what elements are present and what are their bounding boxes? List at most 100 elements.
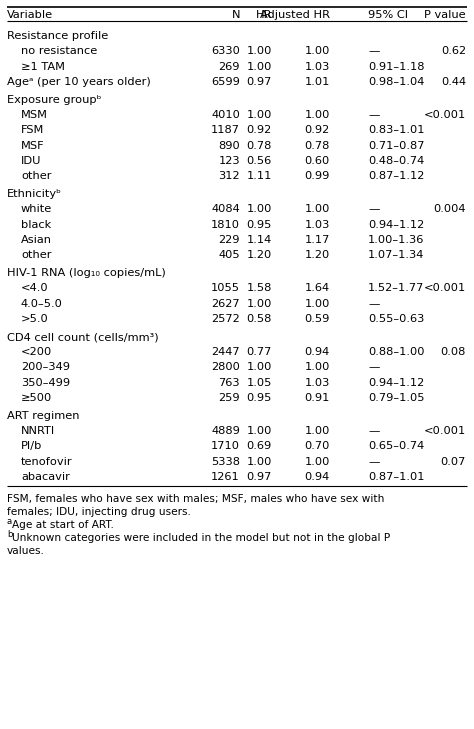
Text: 0.56: 0.56 [247,156,272,165]
Text: 1.00: 1.00 [305,426,330,436]
Text: 0.60: 0.60 [305,156,330,165]
Text: 0.004: 0.004 [434,204,466,214]
Text: 1.00: 1.00 [305,456,330,467]
Text: 0.87–1.12: 0.87–1.12 [368,171,424,181]
Text: 123: 123 [219,156,240,165]
Text: FSM: FSM [21,125,45,136]
Text: 0.92: 0.92 [247,125,272,136]
Text: Adjusted HR: Adjusted HR [260,10,330,20]
Text: 95% CI: 95% CI [368,10,408,20]
Text: 0.87–1.01: 0.87–1.01 [368,472,425,482]
Text: 6599: 6599 [211,77,240,87]
Text: PI/b: PI/b [21,441,42,451]
Text: ≥1 TAM: ≥1 TAM [21,61,65,71]
Text: NNRTI: NNRTI [21,426,55,436]
Text: Resistance profile: Resistance profile [7,31,108,42]
Text: 763: 763 [219,378,240,388]
Text: black: black [21,219,51,230]
Text: 0.78: 0.78 [305,141,330,151]
Text: 0.77: 0.77 [246,347,272,357]
Text: 1.03: 1.03 [305,219,330,230]
Text: ART regimen: ART regimen [7,411,80,421]
Text: 0.59: 0.59 [305,313,330,324]
Text: Ethnicityᵇ: Ethnicityᵇ [7,190,62,199]
Text: 1.07–1.34: 1.07–1.34 [368,250,424,260]
Text: 1.00: 1.00 [305,110,330,120]
Text: 6330: 6330 [211,47,240,56]
Text: FSM, females who have sex with males; MSF, males who have sex with: FSM, females who have sex with males; MS… [7,494,384,504]
Text: no resistance: no resistance [21,47,97,56]
Text: 1.03: 1.03 [305,61,330,71]
Text: 4.0–5.0: 4.0–5.0 [21,299,63,308]
Text: tenofovir: tenofovir [21,456,73,467]
Text: ≥500: ≥500 [21,393,52,403]
Text: MSM: MSM [21,110,48,120]
Text: Asian: Asian [21,235,52,245]
Text: 0.07: 0.07 [441,456,466,467]
Text: 0.91: 0.91 [305,393,330,403]
Text: 0.95: 0.95 [246,219,272,230]
Text: white: white [21,204,52,214]
Text: —: — [368,204,379,214]
Text: 0.98–1.04: 0.98–1.04 [368,77,424,87]
Text: 1.00: 1.00 [246,299,272,308]
Text: other: other [21,250,52,260]
Text: 0.97: 0.97 [246,77,272,87]
Text: 1.00: 1.00 [305,299,330,308]
Text: 1710: 1710 [211,441,240,451]
Text: <4.0: <4.0 [21,284,49,293]
Text: 0.91–1.18: 0.91–1.18 [368,61,425,71]
Text: —: — [368,456,379,467]
Text: 0.69: 0.69 [247,441,272,451]
Text: MSF: MSF [21,141,45,151]
Text: 2572: 2572 [211,313,240,324]
Text: a: a [7,517,12,526]
Text: Exposure groupᵇ: Exposure groupᵇ [7,95,101,105]
Text: Age at start of ART.: Age at start of ART. [12,520,114,530]
Text: 0.83–1.01: 0.83–1.01 [368,125,425,136]
Text: 0.65–0.74: 0.65–0.74 [368,441,424,451]
Text: 1.20: 1.20 [305,250,330,260]
Text: —: — [368,299,379,308]
Text: 0.78: 0.78 [246,141,272,151]
Text: 0.94: 0.94 [305,347,330,357]
Text: 1.00: 1.00 [246,47,272,56]
Text: 0.58: 0.58 [246,313,272,324]
Text: 4010: 4010 [211,110,240,120]
Text: Variable: Variable [7,10,53,20]
Text: 1.01: 1.01 [305,77,330,87]
Text: 0.79–1.05: 0.79–1.05 [368,393,425,403]
Text: —: — [368,47,379,56]
Text: 5338: 5338 [211,456,240,467]
Text: 1.00: 1.00 [246,426,272,436]
Text: 0.99: 0.99 [305,171,330,181]
Text: —: — [368,426,379,436]
Text: 1.17: 1.17 [305,235,330,245]
Text: females; IDU, injecting drug users.: females; IDU, injecting drug users. [7,507,191,517]
Text: 2627: 2627 [211,299,240,308]
Text: 1.00: 1.00 [305,362,330,373]
Text: HIV-1 RNA (log₁₀ copies/mL): HIV-1 RNA (log₁₀ copies/mL) [7,268,166,278]
Text: 1810: 1810 [211,219,240,230]
Text: 259: 259 [219,393,240,403]
Text: <0.001: <0.001 [424,284,466,293]
Text: 0.97: 0.97 [246,472,272,482]
Text: 2447: 2447 [211,347,240,357]
Text: 0.55–0.63: 0.55–0.63 [368,313,424,324]
Text: 0.70: 0.70 [305,441,330,451]
Text: 1.00: 1.00 [305,47,330,56]
Text: HR: HR [255,10,272,20]
Text: 1.05: 1.05 [246,378,272,388]
Text: 0.48–0.74: 0.48–0.74 [368,156,424,165]
Text: <0.001: <0.001 [424,426,466,436]
Text: b: b [7,530,12,539]
Text: 1.00: 1.00 [246,362,272,373]
Text: 312: 312 [219,171,240,181]
Text: 1.11: 1.11 [246,171,272,181]
Text: 1.52–1.77: 1.52–1.77 [368,284,424,293]
Text: 2800: 2800 [211,362,240,373]
Text: 0.44: 0.44 [441,77,466,87]
Text: 229: 229 [219,235,240,245]
Text: 1.58: 1.58 [246,284,272,293]
Text: 0.08: 0.08 [441,347,466,357]
